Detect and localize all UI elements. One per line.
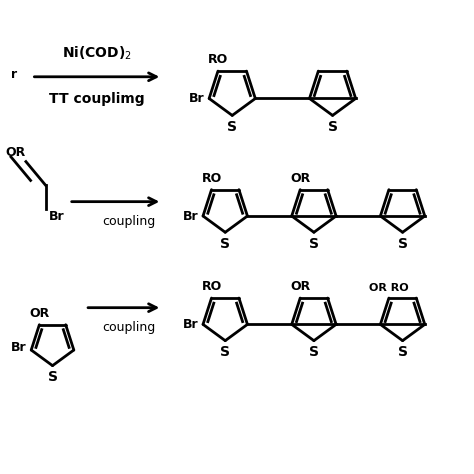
Text: S: S	[309, 345, 319, 359]
Text: Br: Br	[183, 318, 198, 331]
Text: OR RO: OR RO	[369, 283, 409, 293]
Text: r: r	[11, 68, 18, 81]
Text: TT couplimg: TT couplimg	[49, 92, 145, 106]
Text: S: S	[328, 119, 337, 134]
Text: Br: Br	[11, 341, 27, 354]
Text: coupling: coupling	[102, 215, 155, 228]
Text: S: S	[220, 237, 230, 251]
Text: OR: OR	[6, 146, 26, 159]
Text: OR: OR	[29, 307, 49, 320]
Text: Br: Br	[49, 210, 64, 223]
Text: Br: Br	[189, 92, 204, 105]
Text: RO: RO	[201, 280, 222, 293]
Text: S: S	[309, 237, 319, 251]
Text: S: S	[220, 345, 230, 359]
Text: RO: RO	[208, 54, 228, 66]
Text: Br: Br	[183, 210, 198, 222]
Text: coupling: coupling	[102, 321, 155, 334]
Text: S: S	[398, 237, 408, 251]
Text: Ni(COD)$_2$: Ni(COD)$_2$	[62, 44, 132, 62]
Text: S: S	[227, 119, 237, 134]
Text: S: S	[398, 345, 408, 359]
Text: OR: OR	[290, 172, 310, 185]
Text: RO: RO	[201, 172, 222, 185]
Text: S: S	[47, 370, 57, 384]
Text: OR: OR	[290, 280, 310, 293]
